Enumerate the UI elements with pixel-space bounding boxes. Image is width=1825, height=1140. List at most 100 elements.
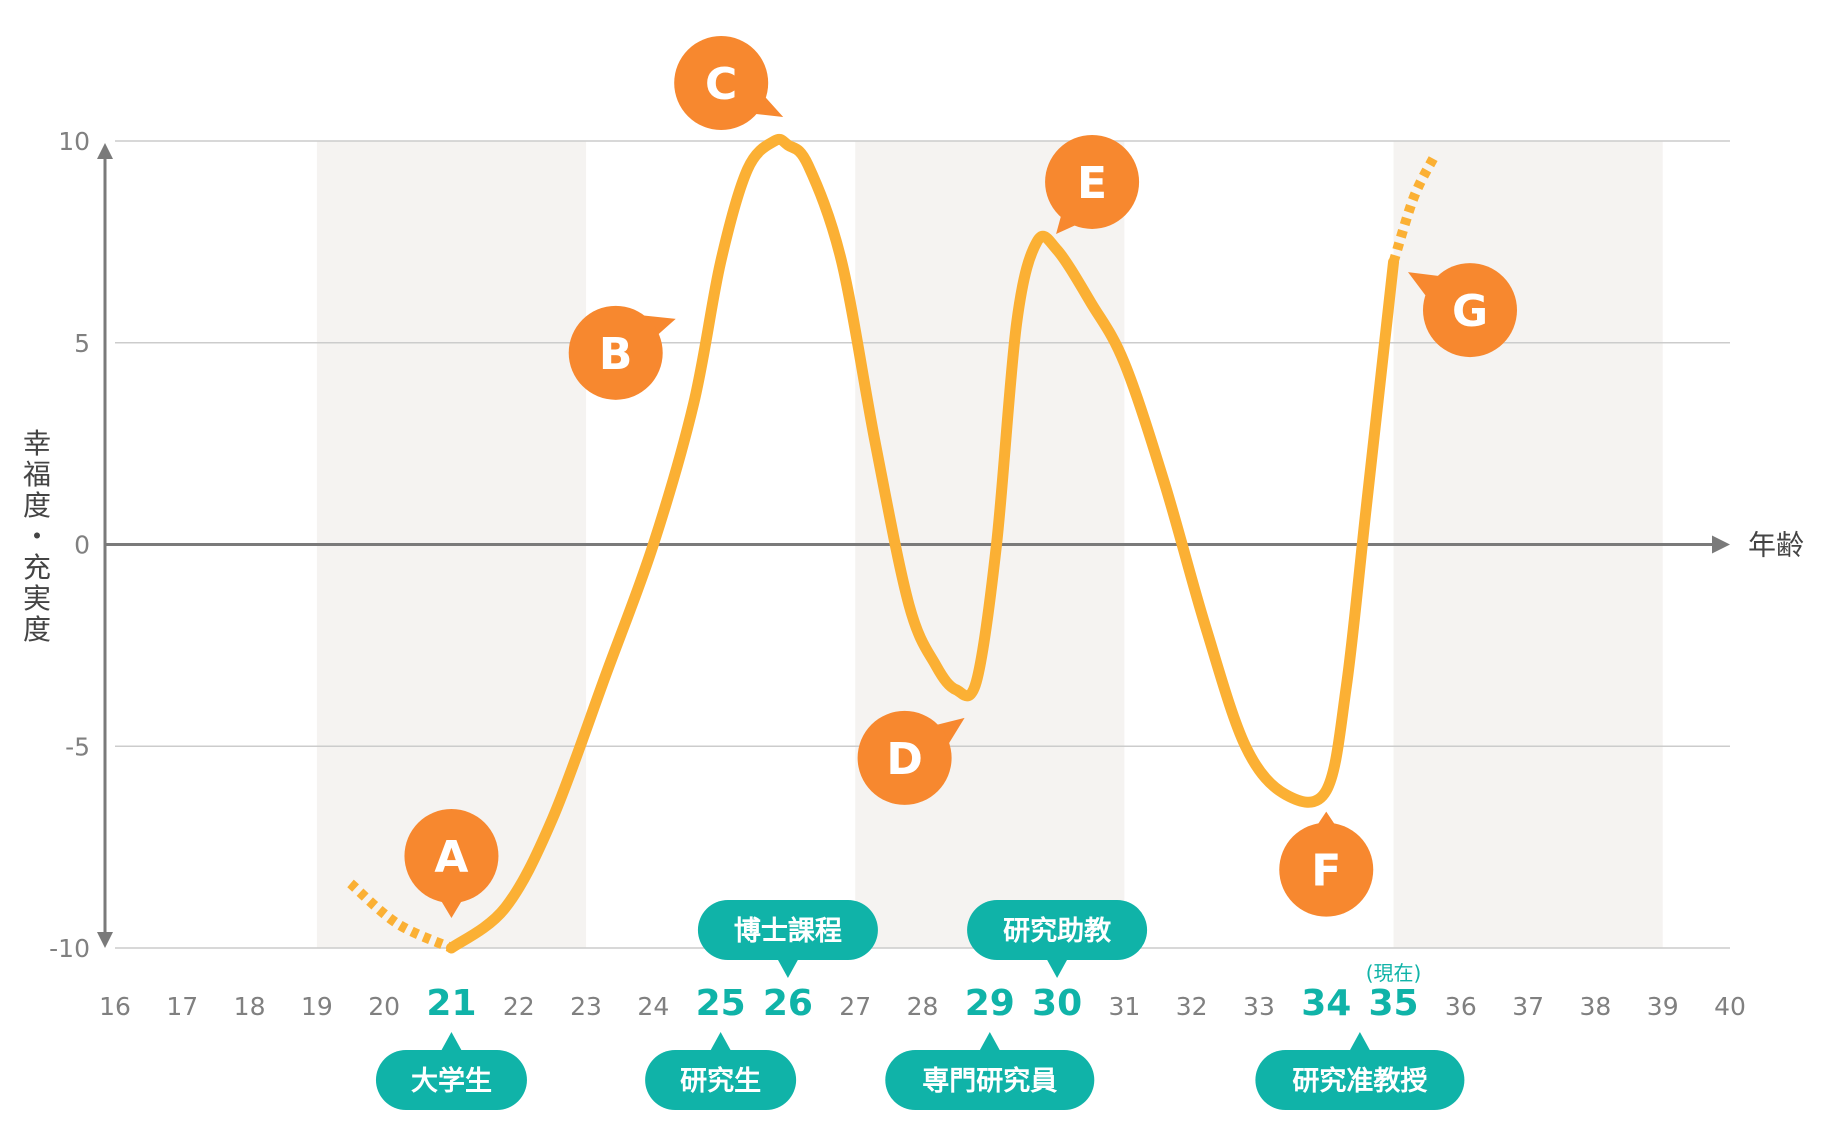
x-tick-label: 18: [234, 992, 266, 1021]
x-axis-label: 年齢: [1748, 529, 1804, 562]
x-tick-label: 40: [1714, 992, 1746, 1021]
y-axis-label-char: 実: [23, 582, 51, 615]
x-tick-label: 22: [503, 992, 535, 1021]
y-axis-label-char: ・: [23, 520, 51, 553]
milestone-label: 研究生: [680, 1065, 761, 1097]
marker-circle: [1279, 822, 1374, 917]
milestone-pill-bg: [1255, 1050, 1465, 1110]
marker-a: A: [404, 809, 499, 918]
milestone-label: 専門研究員: [922, 1065, 1057, 1097]
milestone-pill: 研究准教授: [1255, 1032, 1465, 1110]
x-tick-label: 26: [763, 983, 813, 1024]
marker-c: C: [674, 36, 784, 130]
y-tick-label: -5: [65, 732, 90, 761]
marker-label: G: [1452, 286, 1488, 337]
milestone-pill-bg: [697, 900, 878, 960]
marker-e: E: [1045, 134, 1140, 234]
milestone-pill-tail: [978, 1032, 1001, 1052]
y-tick-label: 5: [74, 329, 90, 358]
milestone-pill: 博士課程: [697, 900, 878, 978]
y-axis-label-char: 度: [23, 613, 51, 646]
milestone-label: 研究助教: [1003, 915, 1111, 947]
x-tick-label: 16: [99, 992, 131, 1021]
milestone-pill: 研究助教: [967, 900, 1148, 978]
milestone-label: 博士課程: [734, 915, 842, 947]
axes: [97, 143, 1730, 948]
marker-label: B: [599, 329, 633, 380]
marker-circle: [674, 36, 769, 130]
x-tick-label: 35: [1368, 983, 1418, 1024]
marker-circle: [857, 710, 952, 805]
milestone-pill-tail: [709, 1032, 732, 1052]
marker-label: E: [1077, 158, 1107, 209]
y-tick-label: -10: [49, 934, 90, 963]
x-tick-label: 38: [1580, 992, 1612, 1021]
x-tick-label: 37: [1512, 992, 1544, 1021]
x-tick-label: 28: [907, 992, 939, 1021]
y-axis-label-char: 度: [23, 489, 51, 522]
x-tick-label: 24: [637, 992, 669, 1021]
y-tick-label: 0: [74, 531, 90, 560]
milestone-pill-bg: [375, 1050, 527, 1110]
milestone-pill-tail: [440, 1032, 463, 1052]
milestone-pill-bg: [967, 900, 1148, 960]
x-tick-label: 27: [839, 992, 871, 1021]
x-tick-label: 31: [1108, 992, 1140, 1021]
curve-lead-out-dashed: [1388, 154, 1439, 264]
milestone-pill-tail: [1046, 958, 1069, 978]
y-axis-label-char: 幸: [23, 427, 51, 460]
x-tick-label: 32: [1176, 992, 1208, 1021]
markers: A B C D E F G: [404, 36, 1517, 918]
marker-circle: [1423, 263, 1517, 358]
milestone-pill-tail: [776, 958, 799, 978]
marker-circle: [1045, 134, 1140, 229]
y-axis-label-char: 充: [23, 551, 51, 584]
marker-f: F: [1279, 811, 1374, 917]
happiness-curve: [347, 133, 1439, 954]
x-tick-label: 23: [570, 992, 602, 1021]
y-axis-label: 幸福度・充実度: [23, 427, 51, 646]
marker-label: C: [705, 59, 737, 110]
marker-tail: [439, 898, 464, 918]
milestone-label: 大学生: [411, 1065, 492, 1097]
marker-label: D: [886, 734, 923, 785]
curve-line: [445, 133, 1400, 954]
x-tick-label: 17: [166, 992, 198, 1021]
marker-tail: [932, 717, 965, 744]
x-tick-label: 20: [368, 992, 400, 1021]
y-axis-label-char: 福: [23, 458, 51, 491]
y-axis-arrow-down: [97, 932, 113, 948]
x-tick-label: 19: [301, 992, 333, 1021]
y-tick-labels: 10 5 0 -5 -10: [49, 127, 90, 963]
y-axis-arrow-up: [97, 143, 113, 159]
x-tick-label: 34: [1301, 983, 1351, 1024]
x-axis-arrow: [1712, 535, 1730, 554]
milestone-pill: 専門研究員: [885, 1032, 1095, 1110]
marker-g: G: [1408, 263, 1517, 358]
milestone-pill-bg: [645, 1050, 797, 1110]
milestone-pill: 研究生: [645, 1032, 797, 1110]
milestone-label: 研究准教授: [1292, 1065, 1427, 1097]
milestone-pill-bg: [885, 1050, 1095, 1110]
curve-lead-in-dashed: [347, 879, 454, 953]
x-tick-labels: 16 17 18 19 20 21 22 23 24 25 26 27 28 29 30 31 32 33 34 35…: [99, 983, 1746, 1024]
x-tick-label: 39: [1647, 992, 1679, 1021]
marker-tail: [1408, 272, 1440, 297]
marker-circle: [568, 305, 663, 400]
marker-circle: [404, 809, 499, 903]
x-tick-label: 25: [696, 983, 746, 1024]
milestone-pill: 大学生: [375, 1032, 527, 1110]
x-tick-label: 30: [1032, 983, 1082, 1024]
x-tick-label: 33: [1243, 992, 1275, 1021]
x-tick-label: 36: [1445, 992, 1477, 1021]
milestone-pill-tail: [1348, 1032, 1371, 1052]
x-tick-label: 21: [426, 983, 476, 1024]
marker-label: F: [1311, 846, 1341, 897]
x-tick-label: 29: [965, 983, 1015, 1024]
current-age-label: (現在): [1366, 961, 1422, 985]
marker-b: B: [568, 305, 676, 400]
marker-d: D: [857, 710, 965, 805]
marker-label: A: [434, 832, 468, 883]
